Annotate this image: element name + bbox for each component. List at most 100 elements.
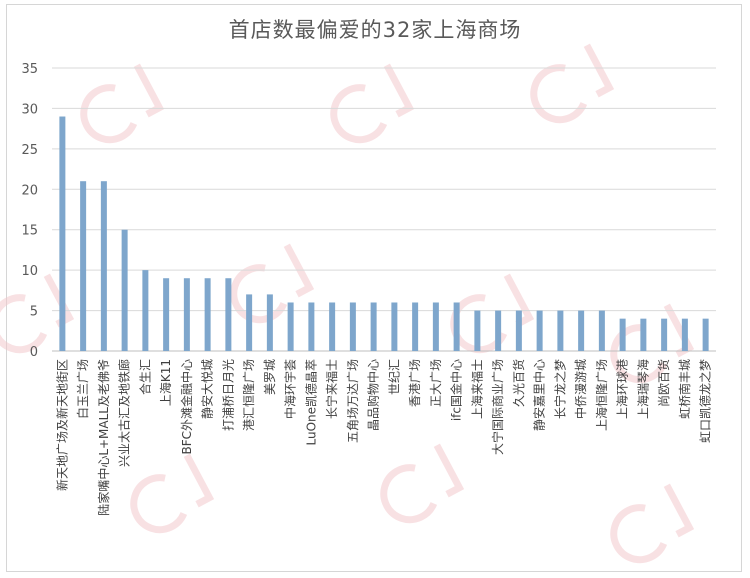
x-tick-label: 合生汇 <box>137 359 152 395</box>
watermark-logo-arc <box>130 474 188 534</box>
watermark-logo-stroke <box>383 63 415 118</box>
bar <box>598 310 605 351</box>
x-tick-label: 中海环宇荟 <box>283 359 298 419</box>
y-tick-label: 35 <box>21 62 38 77</box>
x-tick-label: 兴业太古汇及地铁廊 <box>117 359 132 467</box>
y-tick-label: 25 <box>21 143 38 158</box>
watermark-logo <box>130 453 215 534</box>
bar-series <box>59 116 709 351</box>
bar <box>183 278 190 351</box>
watermark-logo-arc <box>0 294 48 354</box>
x-axis-ticks: 新天地广场及新天地街区 白玉兰广场 陆家嘴中心L+MALL及老佛爷 兴业太古汇及地铁廊… <box>54 359 712 516</box>
bar <box>619 318 626 351</box>
bar <box>329 302 336 351</box>
chart-title: 首店数最偏爱的32家上海商场 <box>228 18 522 42</box>
watermark-logo <box>80 63 165 144</box>
x-tick-label: 久光百货 <box>511 359 526 407</box>
y-tick-label: 30 <box>21 102 38 117</box>
x-tick-label: 上海恒隆广场 <box>594 359 609 431</box>
watermark-logo <box>330 63 415 144</box>
y-tick-label: 10 <box>21 264 38 279</box>
grid-lines <box>52 67 716 352</box>
watermark-logo-stroke <box>133 63 165 118</box>
x-tick-label: 尚欧百货 <box>656 359 671 407</box>
watermark-logo-stroke <box>433 443 465 498</box>
bar <box>412 302 419 351</box>
y-tick-label: 15 <box>21 224 38 239</box>
bar <box>287 302 294 351</box>
watermark-logo-stroke <box>583 43 615 98</box>
y-tick-label: 0 <box>30 345 38 360</box>
x-tick-label: 静安大悦城 <box>200 359 215 419</box>
x-tick-label: 正大广场 <box>429 359 443 407</box>
watermark-logo-stroke <box>283 243 315 298</box>
x-tick-label: BFC外滩金融中心 <box>179 359 194 455</box>
watermark-logo-arc <box>330 84 388 144</box>
bar <box>391 302 398 351</box>
chart-frame <box>6 4 742 572</box>
bar <box>432 302 439 351</box>
x-tick-label: 晶品购物中心 <box>366 359 381 431</box>
bar <box>100 181 107 351</box>
bar <box>578 310 585 351</box>
watermark-logo <box>380 443 465 524</box>
x-tick-label: 虹桥南丰城 <box>677 359 692 419</box>
bar <box>163 278 170 351</box>
bar <box>536 310 543 351</box>
bar <box>142 270 149 351</box>
bar <box>308 302 315 351</box>
bar <box>495 310 502 351</box>
bar <box>59 116 66 351</box>
y-axis-ticks: 0 5 10 15 20 25 30 35 <box>21 62 38 360</box>
x-tick-label: 上海瑞琴海 <box>635 359 650 419</box>
x-tick-label: 大宁国际商业广场 <box>490 359 505 455</box>
bar <box>121 229 128 351</box>
x-tick-label: 美罗城 <box>263 359 277 395</box>
x-tick-label: 香港广场 <box>408 359 422 407</box>
watermark-logo-arc <box>230 264 288 324</box>
watermark-logo-arc <box>530 64 588 124</box>
bar <box>515 310 522 351</box>
bar <box>640 318 647 351</box>
x-tick-label: 港汇恒隆广场 <box>241 359 256 431</box>
x-tick-label: 陆家嘴中心L+MALL及老佛爷 <box>96 359 111 516</box>
bar <box>474 310 481 351</box>
watermark-logo-stroke <box>663 303 695 358</box>
watermark-logo-arc <box>80 84 138 144</box>
bar <box>661 318 668 351</box>
x-tick-label: 白玉兰广场 <box>75 359 90 419</box>
watermark-logo <box>610 303 695 384</box>
x-tick-label: 虹口凯德龙之梦 <box>698 359 713 443</box>
watermark-logo <box>530 43 615 124</box>
watermark-logo-stroke <box>663 483 695 538</box>
x-tick-label: 打浦桥日月光 <box>221 359 235 431</box>
x-tick-label: LuOne凯德晶萃 <box>303 359 318 446</box>
bar <box>266 294 273 351</box>
watermark-logo-arc <box>380 464 438 524</box>
x-tick-label: 世纪汇 <box>387 359 401 395</box>
watermark-logo-arc <box>610 324 668 384</box>
x-tick-label: 上海来福士 <box>469 359 484 419</box>
bar <box>702 318 709 351</box>
x-tick-label: 静安嘉里中心 <box>532 359 547 431</box>
bar <box>349 302 356 351</box>
bar <box>204 278 211 351</box>
x-tick-label: 长宁龙之梦 <box>552 359 567 419</box>
bar <box>681 318 688 351</box>
bar <box>80 181 87 351</box>
x-tick-label: 长宁来福士 <box>324 359 339 419</box>
x-tick-label: 新天地广场及新天地街区 <box>54 359 69 491</box>
y-tick-label: 5 <box>30 305 38 320</box>
bar <box>246 294 253 351</box>
watermark-logo-stroke <box>183 453 215 508</box>
watermark-logo-arc <box>610 504 668 564</box>
bar <box>370 302 377 351</box>
bar <box>453 302 460 351</box>
x-tick-label: 中侨漫游城 <box>573 359 588 419</box>
x-tick-label: ifc国金中心 <box>449 359 464 421</box>
y-tick-label: 20 <box>21 183 38 198</box>
x-tick-label: 五角场万达广场 <box>346 359 360 443</box>
x-tick-label: 上海环球港 <box>615 359 630 419</box>
watermark-logo <box>610 483 695 564</box>
